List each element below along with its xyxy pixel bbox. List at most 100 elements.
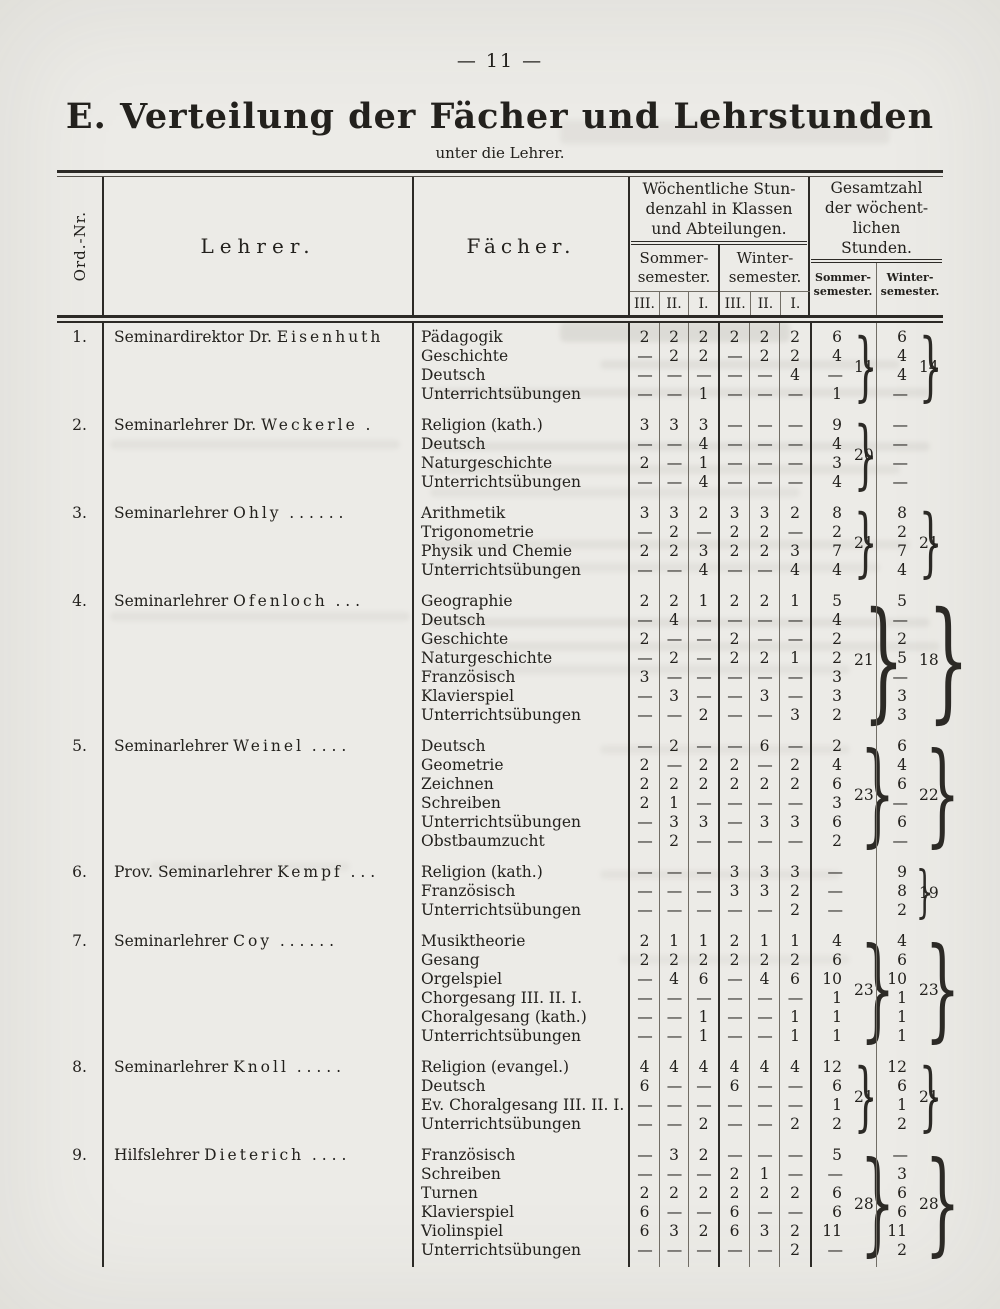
hours-value: — [727, 901, 743, 919]
teaching-hours-table: Ord.-Nr. Lehrer. Fächer. Wöchentliche St… [57, 170, 969, 1269]
hours-value: 2 [698, 1146, 709, 1164]
hours-value: — [727, 1027, 743, 1045]
hours-value: 2 [790, 775, 800, 793]
hours-value: — [727, 1096, 743, 1114]
brace-glyph: } [859, 1138, 896, 1269]
winter-iii-col: 2— — — [718, 323, 749, 411]
winter-ii-col: 3 3— [749, 858, 779, 927]
hours-value: — [727, 611, 743, 629]
hours-value: — [727, 454, 743, 472]
hours-value: 3 [759, 863, 770, 881]
sommer-iii-col: —2 2 2— — [630, 732, 659, 858]
hours-value: 2 [639, 756, 650, 774]
hours-value: 2 [669, 542, 679, 560]
hours-value: — [757, 832, 773, 850]
hours-value: 2 [759, 1184, 770, 1202]
col-header-weekly-hours: Wöchentliche Stun- denzahl in Klassen un… [630, 177, 810, 315]
teacher-name: Seminarlehrer Ohly . . . . . . [114, 504, 344, 522]
semester-subtotal: 2 [897, 1241, 907, 1259]
hours-value: — [727, 473, 743, 491]
subject-name: Gesang [421, 951, 480, 969]
winter-ii-col: 4— — — [749, 1053, 779, 1141]
sommer-i-col: 2—3 4 [688, 499, 718, 587]
brace-glyph: } [862, 583, 905, 736]
teacher-name: Seminarlehrer Coy . . . . . . [114, 932, 335, 950]
semester-subtotal: — [827, 1241, 844, 1259]
semester-subtotal: 6 [897, 328, 907, 346]
semester-subtotal: 2 [832, 523, 842, 541]
semester-subtotal: 1 [897, 1027, 907, 1045]
winter-iii-col: 2 2— — — — [718, 927, 749, 1053]
semester-total: 28 [919, 1195, 939, 1213]
sommer-ii-col: — — — [659, 858, 688, 927]
brace-glyph: } [859, 924, 896, 1055]
hours-value: — [637, 611, 653, 629]
hours-value: 2 [729, 592, 740, 610]
brace-glyph: } [853, 322, 878, 410]
semester-subtotal: 4 [897, 756, 907, 774]
hours-value: 2 [639, 630, 650, 648]
table-body: 1. Seminardirektor Dr. Eisenhuth Pädagogik… [57, 322, 969, 1269]
hours-value: 3 [729, 882, 740, 900]
semester-subtotal: 11 [822, 1222, 842, 1240]
brace-glyph: } [853, 410, 878, 498]
hours-value: — [787, 385, 804, 403]
semester-subtotal: — [892, 473, 909, 491]
subjects-cell: Musiktheorie Gesang Orgelspiel Chorgesang I… [414, 927, 630, 1053]
hours-value: 1 [698, 932, 709, 950]
semester-total: 11 [854, 358, 874, 376]
winter-i-col: 1 2 6—1 1 [779, 927, 810, 1053]
total-sommer-cell: 5 4 2 2 3 3 2} 21 [810, 587, 904, 732]
teacher-name: Seminarlehrer Ofenloch . . . [114, 592, 361, 610]
semester-total: 20 [854, 446, 874, 464]
hours-value: 2 [639, 592, 650, 610]
sommer-i-col: 1— — — — —2 [688, 587, 718, 732]
hours-value: 3 [790, 813, 800, 831]
sommer-ii-col: 3— — — [659, 411, 688, 499]
ord-number: 8. [57, 1053, 104, 1141]
hours-value: 3 [669, 416, 679, 434]
hours-value: 1 [790, 1008, 800, 1026]
semester-subtotal: 2 [832, 630, 842, 648]
winter-ii-col: 2 2— — [749, 323, 779, 411]
winter-ii-col: 3 2 2— [749, 499, 779, 587]
hours-value: — [666, 473, 683, 491]
teacher-row-group: 5. Seminarlehrer Weinel . . . . Deutsch Geo… [57, 732, 960, 858]
hours-value: — [696, 863, 712, 881]
hours-value: — [637, 347, 653, 365]
semester-subtotal: 5 [897, 592, 907, 610]
subject-name: Ev. Choralgesang III. II. I. [421, 1096, 625, 1114]
hours-value: 2 [759, 951, 770, 969]
hours-value: 1 [790, 932, 800, 950]
winter-ii-col: 1 2 4— — — [749, 927, 779, 1053]
hours-value: — [666, 1203, 683, 1221]
hours-value: 1 [790, 649, 800, 667]
hours-value: 2 [729, 328, 740, 346]
winter-i-col: 2—3 4 [779, 499, 810, 587]
hours-value: — [637, 366, 653, 384]
hours-value: — [727, 737, 743, 755]
semester-subtotal: 5 [832, 1146, 842, 1164]
hours-value: 3 [698, 542, 709, 560]
semester-subtotal: — [827, 863, 844, 881]
subject-name: Geometrie [421, 756, 504, 774]
hours-value: — [696, 1165, 712, 1183]
page-title: E. Verteilung der Fächer und Lehrstunden [65, 96, 935, 137]
semester-total: 19 [919, 883, 939, 902]
hours-value: — [637, 687, 653, 705]
total-winter-cell: 4 6 10 1 1 1} 23 [876, 927, 960, 1053]
hours-value: — [757, 901, 773, 919]
hours-value: 2 [669, 775, 679, 793]
subject-name: Naturgeschichte [421, 649, 553, 667]
hours-value: — [727, 668, 743, 686]
sommer-iii-col: 4 6— — [630, 1053, 659, 1141]
sommer-iii-col: 3—2— [630, 499, 659, 587]
semester-subtotal: 9 [832, 416, 842, 434]
hours-value: — [696, 668, 712, 686]
hours-value: 3 [639, 668, 650, 686]
hours-value: — [637, 1008, 653, 1026]
hours-value: — [666, 454, 683, 472]
semester-subtotal: 11 [887, 1222, 907, 1240]
semester-subtotal: 1 [897, 989, 907, 1007]
col-header-lehrer: Lehrer. [104, 177, 414, 315]
